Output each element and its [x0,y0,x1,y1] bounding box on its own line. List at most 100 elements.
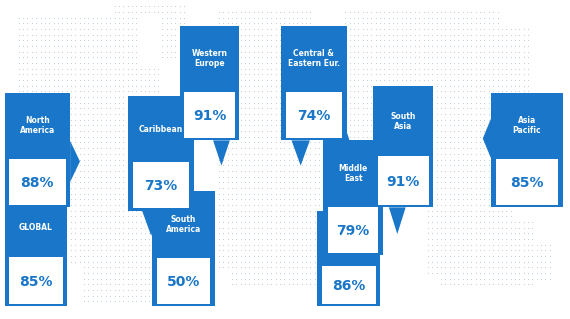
Point [71,145,80,151]
Point [158,197,167,202]
Point [284,191,293,196]
Point [97,219,106,225]
Point [14,89,23,94]
Point [92,276,101,281]
Point [363,26,372,32]
Point [353,123,363,128]
Point [280,94,289,100]
Point [79,282,88,287]
Point [341,32,350,37]
Point [449,129,458,134]
Point [497,55,506,60]
Point [284,61,293,66]
Point [545,271,554,276]
Point [232,106,241,111]
Point [367,15,376,20]
Point [241,117,250,122]
Point [493,197,502,202]
Point [271,248,280,253]
Point [484,134,494,139]
Point [249,61,258,66]
Point [44,15,54,20]
Point [288,214,298,219]
Point [71,38,80,43]
Point [84,208,93,213]
Point [105,151,115,156]
Point [36,100,45,105]
Point [254,15,263,20]
Point [462,117,471,122]
Point [132,265,141,270]
Point [267,21,276,26]
Point [79,248,88,253]
Point [280,191,289,196]
Point [79,66,88,71]
Point [380,134,389,139]
Point [480,129,489,134]
Point [123,236,132,241]
Point [145,145,154,151]
Point [40,174,50,179]
Point [254,168,263,174]
Point [105,61,115,66]
Point [488,94,498,100]
Point [445,271,454,276]
Point [445,129,454,134]
Point [328,236,337,241]
Point [406,106,415,111]
Point [232,129,241,134]
Point [236,134,245,139]
Point [232,180,241,185]
Point [458,157,467,162]
Point [310,61,319,66]
Point [67,202,76,207]
Point [258,32,267,37]
Point [353,38,363,43]
Point [105,197,115,202]
Point [297,168,306,174]
Point [40,32,50,37]
Point [302,89,311,94]
Point [101,202,111,207]
Point [484,219,494,225]
Point [140,112,149,117]
Point [471,197,481,202]
Point [236,55,245,60]
Point [97,61,106,66]
Point [275,225,284,230]
Point [67,185,76,190]
Point [467,225,476,230]
Point [19,55,28,60]
Point [419,10,428,15]
Point [280,123,289,128]
Point [245,100,254,105]
Point [40,145,50,151]
Point [58,26,67,32]
Point [545,242,554,247]
Point [506,197,515,202]
Point [140,225,149,230]
Point [380,43,389,48]
Point [258,180,267,185]
Point [315,134,324,139]
Point [214,145,223,151]
Point [40,21,50,26]
Point [424,94,433,100]
Point [310,94,319,100]
Point [502,117,511,122]
Point [227,151,237,156]
Point [214,89,223,94]
Point [297,259,306,264]
Point [58,140,67,145]
Point [462,123,471,128]
Point [336,242,345,247]
Point [219,10,228,15]
Point [445,32,454,37]
Point [506,55,515,60]
Point [140,202,149,207]
Point [449,180,458,185]
Point [458,129,467,134]
Point [284,43,293,48]
Point [519,26,528,32]
Point [328,208,337,213]
